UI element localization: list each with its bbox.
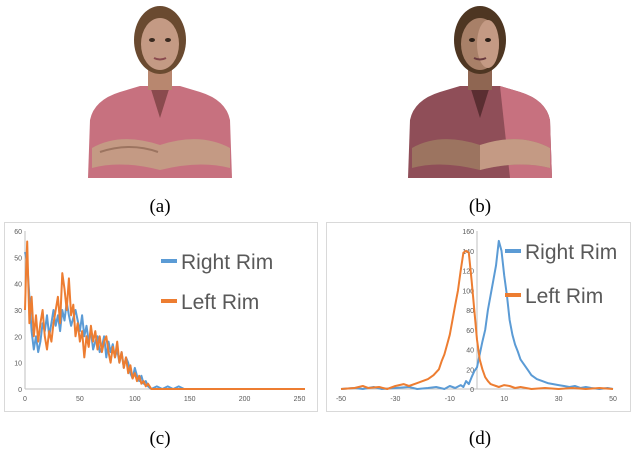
legend-label: Left Rim	[525, 285, 603, 308]
figure-a-image	[88, 6, 232, 178]
y-tick-label: 120	[462, 269, 474, 276]
x-tick-label: 150	[184, 396, 196, 403]
figure-b-image	[408, 6, 552, 178]
series-line-left-rim	[340, 249, 614, 390]
y-tick-label: 20	[14, 334, 22, 341]
x-tick-label: 50	[609, 396, 617, 403]
series-line-right-rim	[340, 239, 614, 390]
x-tick-label: -10	[445, 396, 455, 403]
y-tick-label: 0	[470, 387, 474, 394]
y-tick-label: 80	[466, 308, 474, 315]
y-tick-label: 100	[462, 288, 474, 295]
y-tick-label: 30	[14, 308, 22, 315]
series-line-left-rim	[24, 240, 305, 390]
y-tick-label: 10	[14, 361, 22, 368]
x-tick-label: -50	[336, 396, 346, 403]
y-tick-label: 160	[462, 229, 474, 236]
caption-c: (c)	[149, 428, 171, 449]
woman-figure-icon	[88, 6, 232, 178]
x-tick-label: 250	[294, 396, 306, 403]
y-tick-label: 40	[14, 282, 22, 289]
chart-c-panel: 0 10 20 30 40 50 60 0 50 100 150 200 250 Right Rim Lef…	[4, 222, 318, 412]
caption-d: (d)	[468, 428, 492, 449]
x-tick-label: 200	[239, 396, 251, 403]
x-tick-label: 50	[76, 396, 84, 403]
legend-label: Right Rim	[181, 251, 273, 274]
chart-c: 0 10 20 30 40 50 60 0 50 100 150 200 250 Right Rim Lef…	[14, 229, 306, 403]
caption-b: (b)	[468, 196, 492, 217]
y-tick-label: 0	[18, 387, 22, 394]
y-tick-label: 60	[466, 328, 474, 335]
x-tick-label: 100	[129, 396, 141, 403]
x-tick-label: 10	[500, 396, 508, 403]
caption-a: (a)	[149, 196, 171, 217]
y-tick-label: 60	[14, 229, 22, 236]
legend-label: Left Rim	[181, 291, 259, 314]
chart-d-panel: 0 20 40 60 80 100 120 140 160 -50 -30 -10 10 30 50 Righ…	[326, 222, 631, 412]
x-tick-label: -30	[390, 396, 400, 403]
y-tick-label: 50	[14, 255, 22, 262]
y-tick-label: 40	[466, 348, 474, 355]
x-tick-label: 0	[23, 396, 27, 403]
x-tick-label: 30	[555, 396, 563, 403]
woman-figure-icon	[408, 6, 552, 178]
y-tick-label: 20	[466, 367, 474, 374]
legend-label: Right Rim	[525, 241, 617, 264]
